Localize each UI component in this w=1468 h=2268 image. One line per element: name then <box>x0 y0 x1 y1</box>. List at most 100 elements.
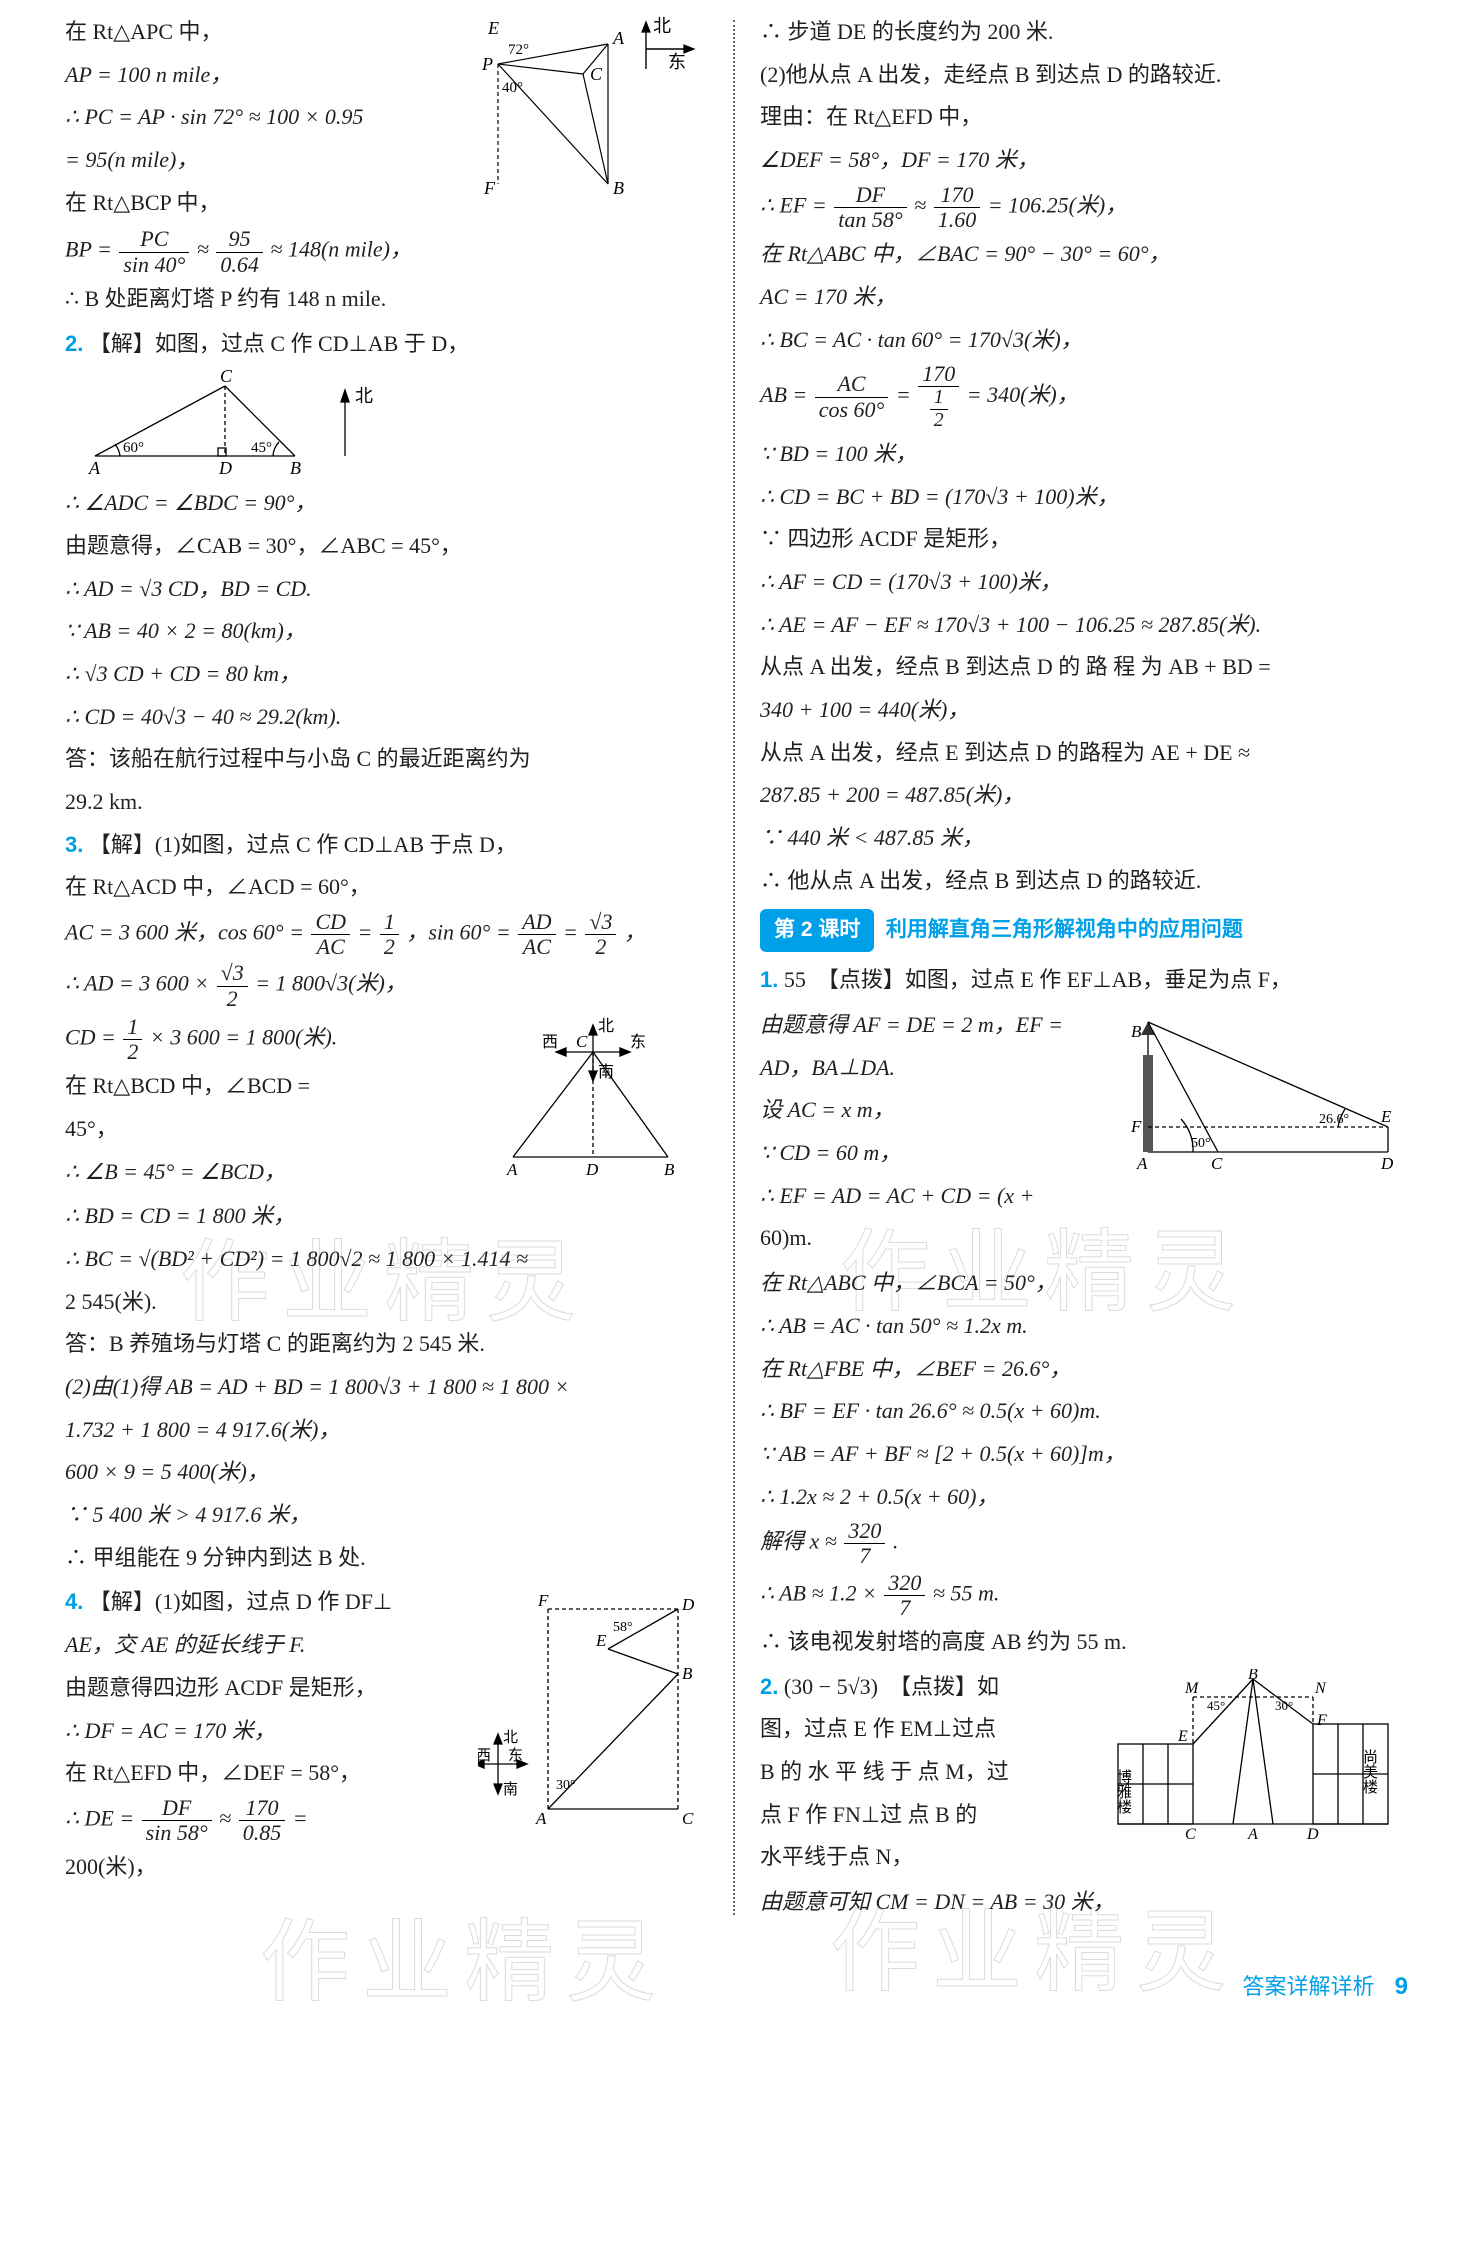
svg-text:58°: 58° <box>613 1620 633 1635</box>
text-line: 1.732 + 1 800 = 4 917.6(米)， <box>65 1410 708 1451</box>
section-badge: 第 2 课时 <box>760 909 874 952</box>
svg-text:D: D <box>1380 1154 1394 1173</box>
svg-text:C: C <box>220 366 233 386</box>
text-line: ∴ DE = DFsin 58° ≈ 1700.85 = <box>65 1796 468 1845</box>
svg-text:北: 北 <box>503 1729 518 1746</box>
svg-text:F: F <box>1130 1117 1142 1136</box>
svg-text:C: C <box>576 1032 588 1051</box>
svg-text:E: E <box>1177 1728 1188 1745</box>
svg-text:B: B <box>613 178 624 198</box>
text-line: ∴ AB = AC · tan 50° ≈ 1.2x m. <box>760 1306 1403 1347</box>
text-line: 3. 【解】(1)如图，过点 C 作 CD⊥AB 于点 D， <box>65 825 708 866</box>
svg-text:B: B <box>290 458 301 478</box>
svg-text:B: B <box>1131 1022 1142 1041</box>
svg-text:A: A <box>612 28 625 48</box>
svg-text:26.6°: 26.6° <box>1319 1112 1349 1127</box>
left-column: 在 Rt△APC 中， AP = 100 n mile， ∴ PC = AP ·… <box>40 10 733 1925</box>
text-line: ∴ 他从点 A 出发，经点 B 到达点 D 的路较近. <box>760 861 1403 902</box>
text-line: 2. (30 − 5√3) 【点拨】如 <box>760 1667 1093 1708</box>
text-line: ∴ PC = AP · sin 72° ≈ 100 × 0.95 <box>65 97 448 138</box>
text-line: 在 Rt△ACD 中，∠ACD = 60°， <box>65 867 708 908</box>
text-line: ∴ AF = CD = (170√3 + 100)米， <box>760 562 1403 603</box>
svg-text:北: 北 <box>653 16 671 36</box>
text-line: AD，BA⊥DA. <box>760 1048 1113 1089</box>
text-line: ∠DEF = 58°，DF = 170 米， <box>760 140 1403 181</box>
text-line: AB = ACcos 60° = 17012 = 340(米)， <box>760 362 1403 432</box>
svg-text:南: 南 <box>503 1781 518 1798</box>
text-line: ∴ √3 CD + CD = 80 km， <box>65 654 708 695</box>
text-line: ∴ AB ≈ 1.2 × 3207 ≈ 55 m. <box>760 1571 1403 1620</box>
text-line: ∴ ∠B = 45° = ∠BCD， <box>65 1152 488 1193</box>
text-line: 在 Rt△ABC 中，∠BCA = 50°， <box>760 1263 1403 1304</box>
figure-1: E A P C F B 72° 40° 北 东 <box>458 14 708 221</box>
svg-text:30°: 30° <box>1275 1698 1293 1713</box>
figure-4: F D E B A C 58° 30° 北 南 西 东 <box>478 1584 708 1886</box>
text-line: 由题意得，∠CAB = 30°，∠ABC = 45°， <box>65 526 708 567</box>
svg-text:E: E <box>595 1631 607 1650</box>
text-line: 理由：在 Rt△EFD 中， <box>760 97 1403 138</box>
text-line: ∴ 1.2x ≈ 2 + 0.5(x + 60)， <box>760 1477 1403 1518</box>
text-line: = 95(n mile)， <box>65 140 448 181</box>
svg-text:C: C <box>682 1809 694 1828</box>
question-number: 4. <box>65 1589 83 1614</box>
svg-text:E: E <box>487 18 499 38</box>
text-line: 在 Rt△APC 中， <box>65 12 448 53</box>
question-number: 2. <box>65 331 83 356</box>
text-line: 在 Rt△FBE 中，∠BEF = 26.6°， <box>760 1349 1403 1390</box>
text-line: ∴ ∠ADC = ∠BDC = 90°， <box>65 483 708 524</box>
text-line: ∴ 该电视发射塔的高度 AB 约为 55 m. <box>760 1622 1403 1663</box>
svg-text:南: 南 <box>598 1063 614 1081</box>
text-line: ∴ EF = AD = AC + CD = (x + <box>760 1176 1113 1217</box>
text-line: 在 Rt△EFD 中，∠DEF = 58°， <box>65 1753 468 1794</box>
svg-text:45°: 45° <box>251 440 272 456</box>
text-line: AE，交 AE 的延长线于 F. <box>65 1625 468 1666</box>
text-line: ∵ 5 400 米 > 4 917.6 米， <box>65 1495 708 1536</box>
svg-text:D: D <box>585 1160 599 1179</box>
svg-text:A: A <box>535 1809 547 1828</box>
text-line: 图，过点 E 作 EM⊥过点 <box>760 1709 1093 1750</box>
svg-text:西: 西 <box>542 1034 558 1051</box>
page-number: 9 <box>1395 1973 1408 2000</box>
text-line: AC = 170 米， <box>760 277 1403 318</box>
svg-text:45°: 45° <box>1207 1698 1225 1713</box>
text-line: 解得 x ≈ 3207 . <box>760 1519 1403 1568</box>
svg-text:西: 西 <box>478 1748 491 1764</box>
text-line: B 的 水 平 线 于 点 M，过 <box>760 1752 1093 1793</box>
text-line: 200(米)， <box>65 1847 468 1888</box>
svg-text:博雅楼: 博雅楼 <box>1115 1769 1132 1814</box>
text-line: 点 F 作 FN⊥过 点 B 的 <box>760 1795 1093 1836</box>
text-line: ∴ AD = 3 600 × √32 = 1 800√3(米)， <box>65 961 708 1010</box>
footer-label: 答案详解详析 <box>1243 1974 1375 1999</box>
text-line: (2)他从点 A 出发，走经点 B 到达点 D 的路较近. <box>760 55 1403 96</box>
text-line: ∴ 步道 DE 的长度约为 200 米. <box>760 12 1403 53</box>
text-line: ∵ 四边形 ACDF 是矩形， <box>760 519 1403 560</box>
svg-text:东: 东 <box>630 1033 646 1051</box>
text-line: 水平线于点 N， <box>760 1837 1093 1878</box>
svg-text:40°: 40° <box>502 80 523 96</box>
text-line: 由题意得 AF = DE = 2 m，EF = <box>760 1005 1113 1046</box>
text-line: 由题意可知 CM = DN = AB = 30 米， <box>760 1882 1403 1923</box>
svg-text:P: P <box>481 54 493 74</box>
svg-text:E: E <box>1380 1107 1392 1126</box>
text-line: 340 + 100 = 440(米)， <box>760 690 1403 731</box>
svg-text:B: B <box>682 1664 693 1683</box>
svg-text:50°: 50° <box>1191 1136 1211 1151</box>
question-number: 2. <box>760 1674 778 1699</box>
svg-text:北: 北 <box>598 1017 614 1035</box>
text-line: (2)由(1)得 AB = AD + BD = 1 800√3 + 1 800 … <box>65 1367 708 1408</box>
text-line: ∴ CD = BC + BD = (170√3 + 100)米， <box>760 477 1403 518</box>
text-line: 从点 A 出发，经点 E 到达点 D 的路程为 AE + DE ≈ <box>760 733 1403 774</box>
svg-text:B: B <box>664 1160 675 1179</box>
right-column: ∴ 步道 DE 的长度约为 200 米. (2)他从点 A 出发，走经点 B 到… <box>735 10 1428 1925</box>
text-line: ∴ CD = 40√3 − 40 ≈ 29.2(km). <box>65 697 708 738</box>
text-line: 答：B 养殖场与灯塔 C 的距离约为 2 545 米. <box>65 1324 708 1365</box>
svg-text:F: F <box>1316 1712 1327 1729</box>
text-line: ∴ BC = √(BD² + CD²) = 1 800√2 ≈ 1 800 × … <box>65 1239 708 1280</box>
text-line: 2 545(米). <box>65 1282 708 1323</box>
svg-text:D: D <box>218 458 232 478</box>
text-line: ∴ BC = AC · tan 60° = 170√3(米)， <box>760 320 1403 361</box>
svg-text:60°: 60° <box>123 440 144 456</box>
svg-text:F: F <box>483 178 496 198</box>
svg-text:D: D <box>681 1595 695 1614</box>
svg-text:尚美楼: 尚美楼 <box>1361 1749 1378 1794</box>
